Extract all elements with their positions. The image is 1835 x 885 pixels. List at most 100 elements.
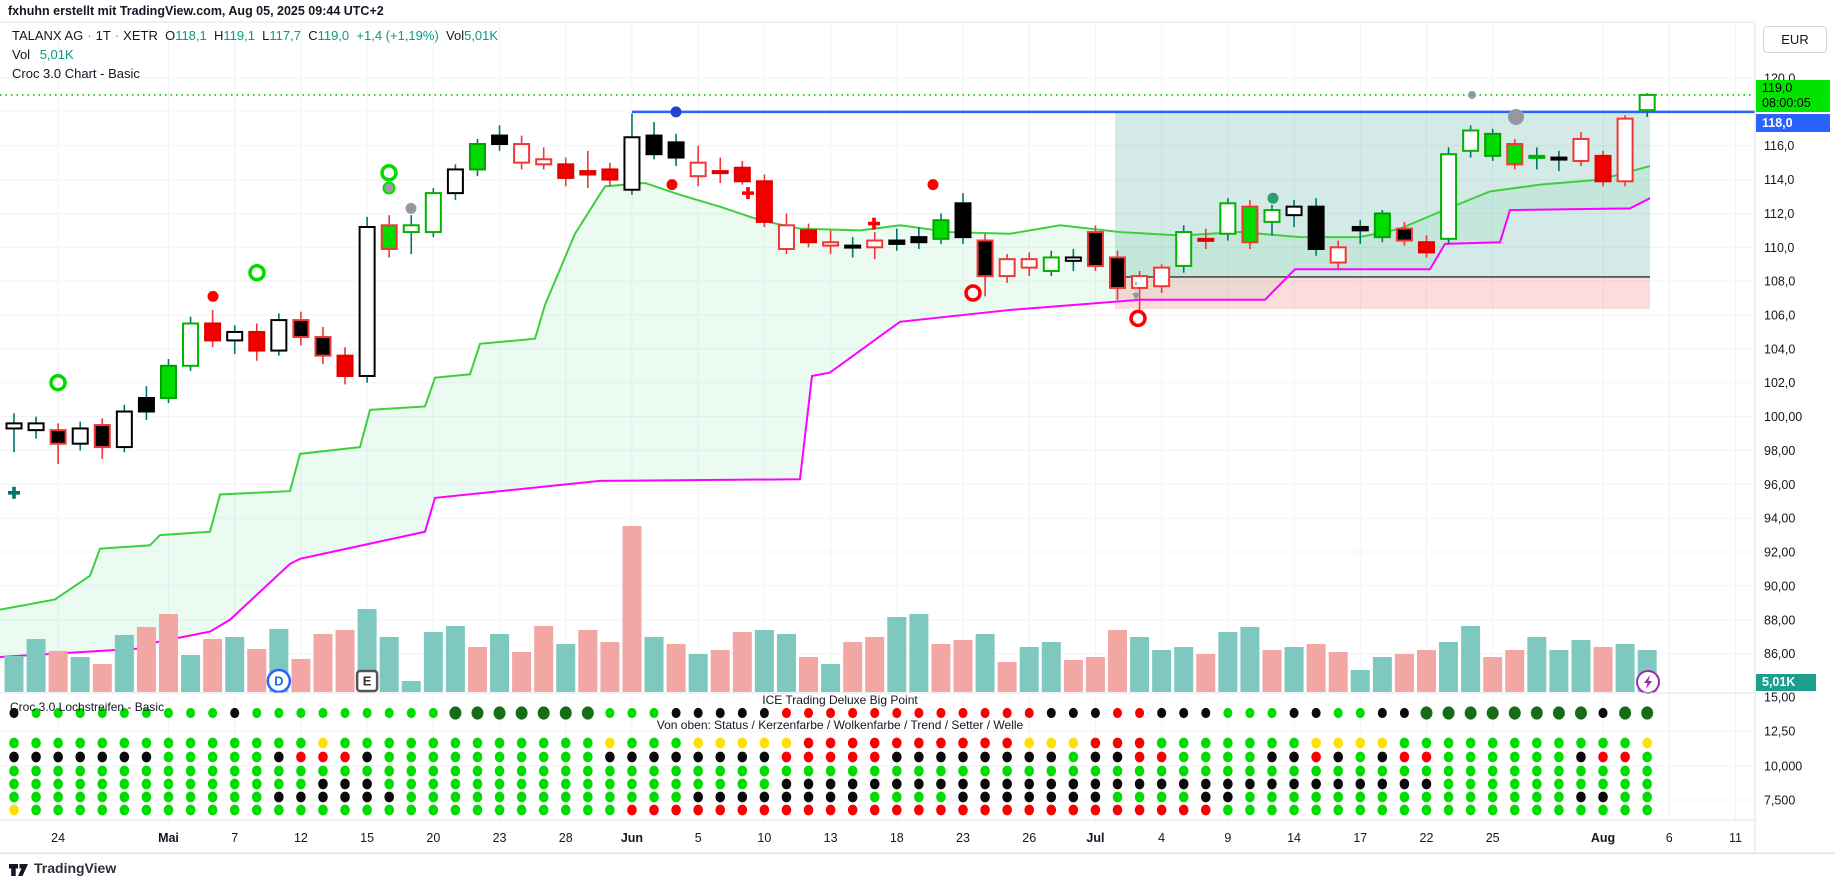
x-axis-label[interactable]: 6 [1666, 831, 1673, 845]
x-axis-label[interactable]: 12 [294, 831, 308, 845]
indicator-dot-wolkenfarbe [914, 765, 924, 777]
candle-body [777, 224, 795, 250]
red-ring-marker [964, 284, 982, 302]
indicator-dot-welle [892, 804, 902, 816]
x-axis-label[interactable]: 14 [1287, 831, 1301, 845]
x-axis-label[interactable]: 23 [493, 831, 507, 845]
x-axis-label[interactable]: 17 [1353, 831, 1367, 845]
indicator-dot-trend [847, 778, 858, 790]
ohlc-value: 119,1 [223, 28, 263, 43]
x-axis-label[interactable]: 4 [1158, 831, 1165, 845]
price-axis-label: 88,00 [1764, 613, 1795, 627]
x-axis-label[interactable]: Jun [621, 831, 643, 845]
indicator-dot-kerzenfarbe [1245, 751, 1255, 763]
indicator-dot-lochstreifen [671, 707, 681, 719]
indicator-dot-trend [1333, 778, 1343, 790]
indicator-dot-wolkenfarbe [1377, 765, 1388, 777]
candle-body [645, 134, 663, 156]
indicator-dot-welle [185, 804, 196, 816]
x-axis-label[interactable]: 22 [1420, 831, 1434, 845]
x-axis-label[interactable]: 18 [890, 831, 904, 845]
x-axis-label[interactable]: Mai [158, 831, 179, 845]
candle-body [954, 202, 972, 239]
indicator-dot-trend [340, 778, 350, 790]
indicator-dot-setter [1311, 791, 1321, 803]
candle-body [248, 330, 266, 352]
candle-body [5, 422, 23, 430]
candle-body [623, 136, 641, 191]
ohlc-key: C [308, 28, 318, 43]
x-axis-label[interactable]: Jul [1086, 831, 1104, 845]
tradingview-logo-icon[interactable] [9, 861, 29, 879]
indicator-dot-status [1178, 737, 1189, 749]
indicator-dot-wolkenfarbe [53, 765, 63, 777]
x-axis-label[interactable]: 24 [51, 831, 65, 845]
indicator-dot-trend [163, 778, 174, 790]
indicator-dot-lochstreifen [649, 707, 659, 719]
indicator-dot-kerzenfarbe [163, 751, 174, 763]
indicator-dot-welle [141, 804, 152, 816]
candle-body [1616, 117, 1634, 183]
ohlc-key: L [262, 28, 270, 43]
indicator-dot-setter [759, 791, 770, 803]
indicator-dot-lochstreifen [1508, 706, 1521, 720]
indicator-legend[interactable]: Croc 3.0 Chart - Basic [12, 66, 140, 81]
indicator-dot-lochstreifen [936, 707, 946, 719]
indicator-dot-setter [1223, 791, 1233, 803]
indicator-dot-welle [715, 804, 726, 816]
volume-bar [887, 617, 907, 692]
x-axis-label[interactable]: 26 [1022, 831, 1036, 845]
indicator-dot-wolkenfarbe [340, 765, 350, 777]
x-axis-label[interactable]: 20 [426, 831, 440, 845]
candle-body [579, 170, 597, 176]
alert-level-badge[interactable]: 118,0 [1756, 114, 1830, 132]
x-axis-label[interactable]: 28 [559, 831, 573, 845]
x-axis-label[interactable]: 5 [695, 831, 702, 845]
volume-bar [688, 654, 708, 692]
indicator-dot-status [362, 737, 372, 749]
volume-bar [48, 651, 68, 692]
indicator-dot-wolkenfarbe [31, 765, 41, 777]
x-axis-label[interactable]: 10 [757, 831, 771, 845]
indicator-dot-kerzenfarbe [605, 751, 615, 763]
indicator-dot-status [185, 737, 196, 749]
x-axis-label[interactable]: 13 [824, 831, 838, 845]
indicator-dot-kerzenfarbe [759, 751, 770, 763]
indicator-dot-wolkenfarbe [362, 765, 372, 777]
x-axis-label[interactable]: 9 [1224, 831, 1231, 845]
indicator-dot-setter [1399, 791, 1410, 803]
volume-bar [997, 662, 1017, 692]
x-axis-label[interactable]: 15 [360, 831, 374, 845]
x-axis-label[interactable]: 7 [231, 831, 238, 845]
lower-pane-title[interactable]: Croc 3.0 Lochstreifen - Basic [10, 700, 165, 714]
volume-bar [490, 634, 510, 692]
x-axis-label[interactable]: 25 [1486, 831, 1500, 845]
indicator-dot-status [1509, 737, 1520, 749]
candle-body [137, 396, 155, 413]
indicator-dot-lochstreifen [1223, 707, 1233, 719]
volume-bar [931, 644, 951, 692]
x-axis-label[interactable]: 23 [956, 831, 970, 845]
volume-legend[interactable]: Vol 5,01K [12, 46, 498, 64]
volume-bar [776, 634, 796, 692]
indicator-dot-kerzenfarbe [31, 751, 41, 763]
indicator-dot-trend [31, 778, 41, 790]
indicator-dot-setter [450, 791, 461, 803]
graygreen-dot-marker [382, 181, 396, 195]
tradingview-brand[interactable]: TradingView [34, 860, 117, 876]
indicator-dot-setter [936, 791, 946, 803]
indicator-dot-lochstreifen [9, 707, 19, 719]
symbol-legend[interactable]: TALANX AG · 1T · XETR O118,1 H119,1 L117,7 C… [12, 27, 498, 45]
indicator-dot-trend [1178, 778, 1189, 790]
currency-button[interactable]: EUR [1763, 26, 1827, 53]
candle-body [380, 224, 398, 250]
x-axis-label[interactable]: 11 [1729, 831, 1742, 845]
candle-body [1572, 137, 1590, 162]
event-badge-label: D [274, 674, 283, 689]
indicator-dot-kerzenfarbe [781, 751, 792, 763]
x-axis-label[interactable]: Aug [1591, 831, 1615, 845]
spacer [158, 28, 165, 43]
candle-body [1550, 156, 1568, 161]
